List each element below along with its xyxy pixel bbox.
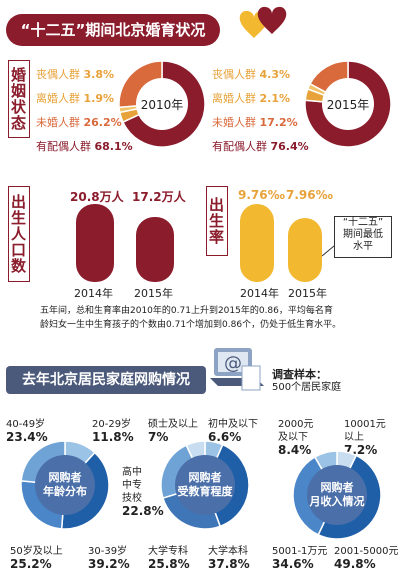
births-2015-bar <box>136 217 174 282</box>
legend-2015-widowed: 丧偶人群 4.3% <box>212 68 291 81</box>
lowest-level-callout: “十二五” 期间最低 水平 <box>334 216 392 258</box>
birthrate-2015-year: 2015年 <box>288 287 327 300</box>
section-title-online-shopping: 去年北京居民家庭网购情况 <box>6 366 206 394</box>
edu-legend-master: 硕士及以上 7% <box>148 419 198 444</box>
marriage-2015-slice-0 <box>304 60 392 148</box>
hearts-icon <box>239 6 287 38</box>
births-2014-value: 20.8万人 <box>70 190 124 204</box>
donut-2010-year-label: 2010年 <box>140 98 184 112</box>
donut-age-center: 网购者 年龄分布 <box>43 471 87 498</box>
birthrate-2014-year: 2014年 <box>240 287 279 300</box>
births-2014-year: 2014年 <box>74 287 113 300</box>
income-legend-mid1: 5001-1万元 34.6% <box>272 546 328 571</box>
svg-text:@: @ <box>224 353 242 374</box>
birthrate-2015-bar <box>288 218 322 282</box>
births-2014-bar <box>76 204 114 282</box>
age-legend-20-29: 20-29岁 11.8% <box>92 419 134 444</box>
income-legend-low: 2000元 及以下 8.4% <box>278 419 314 457</box>
section-title-marriage-births: “十二五”期间北京婚育状况 <box>6 14 220 46</box>
donut-age <box>20 440 110 530</box>
donut-income <box>292 450 382 540</box>
birthrate-2014-value: 9.76‰ <box>238 188 285 202</box>
birthrate-section-label: 出生率 <box>206 186 228 256</box>
births-section-label: 出生人口数 <box>8 186 30 282</box>
donut-education <box>160 440 250 530</box>
edu-legend-college: 大学专科 25.8% <box>148 546 190 571</box>
legend-2015-unmarried: 未婚人群 17.2% <box>212 116 298 129</box>
births-2015-value: 17.2万人 <box>132 190 186 204</box>
legend-2010-married: 有配偶人群 68.1% <box>36 140 133 153</box>
legend-2010-divorced: 离婚人群 1.9% <box>36 92 115 105</box>
age-legend-30-39: 30-39岁 39.2% <box>88 546 130 571</box>
donut-2015 <box>304 60 392 148</box>
legend-2010-unmarried: 未婚人群 26.2% <box>36 116 122 129</box>
legend-2015-divorced: 离婚人群 2.1% <box>212 92 291 105</box>
callout-pointer <box>322 245 335 257</box>
donut-income-center: 网购者 月收入情况 <box>309 481 365 508</box>
donut-2010 <box>118 60 206 148</box>
edu-legend-high: 高中 中专 技校 22.8% <box>122 467 164 518</box>
births-2015-year: 2015年 <box>134 287 173 300</box>
birthrate-2014-bar <box>240 204 274 282</box>
donut-edu-center: 网购者 受教育程度 <box>177 471 233 498</box>
edu-legend-junior: 初中及以下 6.6% <box>208 419 258 444</box>
income-legend-mid2: 2001-5000元 49.8% <box>334 546 399 571</box>
fertility-paragraph: 五年间，总和生育率由2010年的0.71上升到2015年的0.86，平均每名育 … <box>40 306 342 330</box>
donut-2015-year-label: 2015年 <box>326 98 370 112</box>
birthrate-2015-value: 7.96‰ <box>286 188 333 202</box>
age-legend-40-49: 40-49岁 23.4% <box>6 419 48 444</box>
edu-legend-bachelor: 大学本科 37.8% <box>208 546 250 571</box>
legend-2015-married: 有配偶人群 76.4% <box>212 140 309 153</box>
laptop-at-icon: @ <box>210 348 264 391</box>
legend-2010-widowed: 丧偶人群 3.8% <box>36 68 115 81</box>
age-legend-50plus: 50岁及以上 25.2% <box>10 546 63 571</box>
survey-sample: 调查样本： 500个居民家庭 <box>272 368 342 393</box>
marriage-section-label: 婚姻状态 <box>8 60 30 138</box>
